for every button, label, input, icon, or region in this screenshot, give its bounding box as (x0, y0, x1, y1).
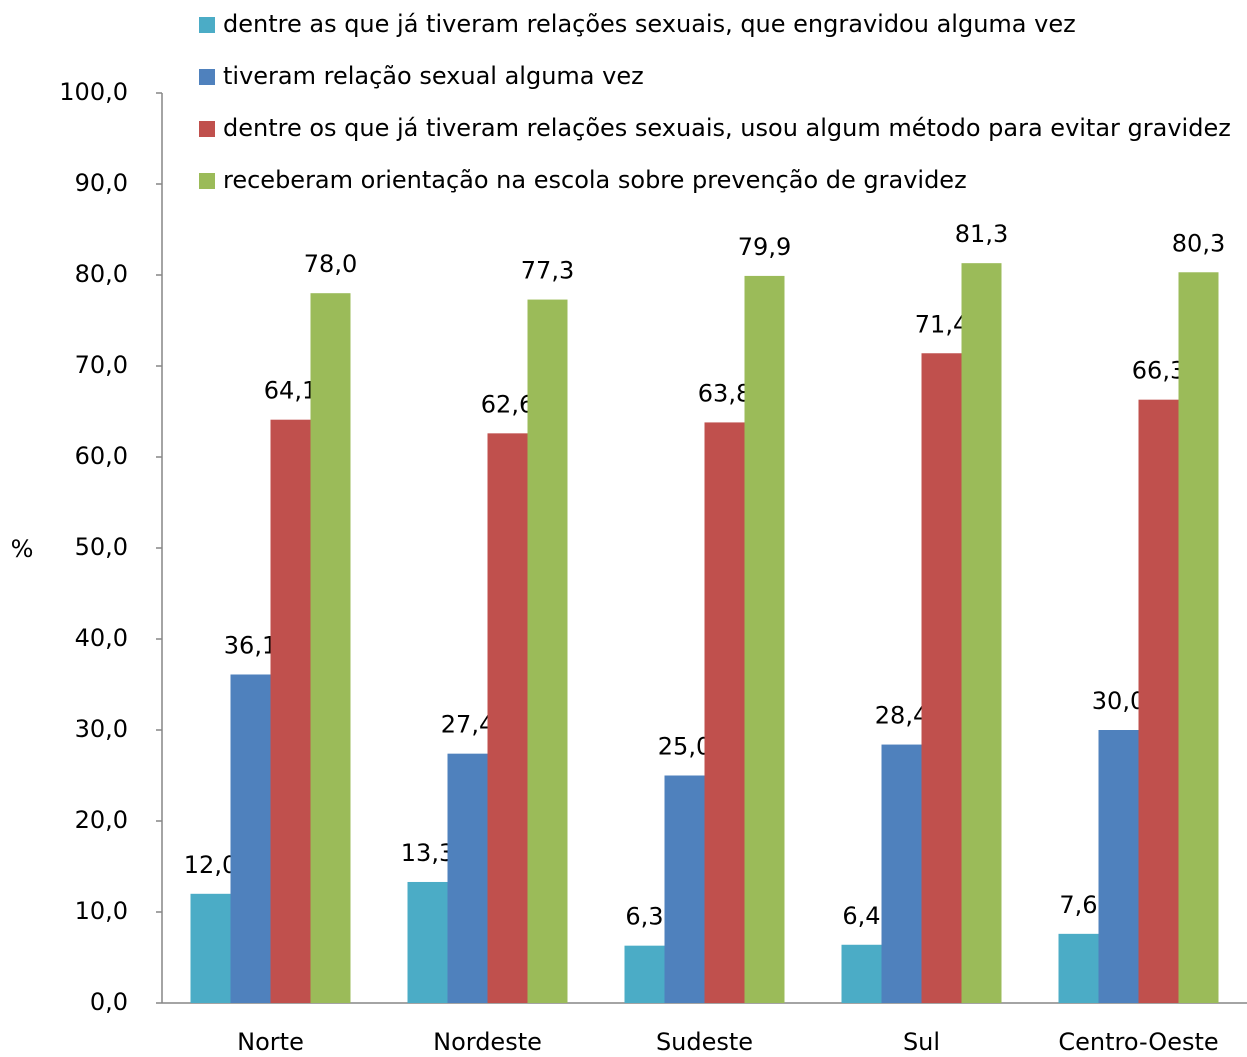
y-tick-label: 30,0 (75, 715, 128, 743)
y-tick-label: 50,0 (75, 533, 128, 561)
value-label: 12,0 (184, 851, 237, 879)
value-label: 36,1 (224, 631, 277, 659)
value-label: 66,3 (1132, 357, 1185, 385)
bar (270, 419, 311, 1003)
bar (624, 945, 665, 1003)
y-tick-label: 60,0 (75, 442, 128, 470)
y-tick-label: 40,0 (75, 624, 128, 652)
x-tick-label: Nordeste (433, 1028, 542, 1056)
legend-label: receberam orientação na escola sobre pre… (223, 166, 967, 194)
y-axis-label: % (11, 535, 34, 563)
value-label: 64,1 (264, 377, 317, 405)
legend-swatch (199, 17, 215, 33)
bar (1058, 933, 1099, 1003)
value-label: 27,4 (441, 711, 494, 739)
bar (881, 744, 922, 1003)
bar (230, 674, 271, 1003)
legend-swatch (199, 173, 215, 189)
value-label: 80,3 (1172, 229, 1225, 257)
legend-label: dentre as que já tiveram relações sexuai… (223, 10, 1076, 38)
value-label: 62,6 (481, 390, 534, 418)
y-tick-label: 10,0 (75, 897, 128, 925)
legend-swatch (199, 69, 215, 85)
bar (961, 263, 1002, 1003)
value-label: 6,4 (842, 902, 880, 930)
y-tick-label: 20,0 (75, 806, 128, 834)
bar (744, 275, 785, 1003)
value-label: 81,3 (955, 220, 1008, 248)
value-label: 77,3 (521, 257, 574, 285)
bar (1178, 272, 1219, 1003)
y-tick-label: 80,0 (75, 260, 128, 288)
legend-swatch (199, 121, 215, 137)
bar (190, 893, 231, 1003)
legend-label: tiveram relação sexual alguma vez (223, 62, 644, 90)
value-label: 28,4 (875, 702, 928, 730)
x-tick-label: Sudeste (656, 1028, 753, 1056)
x-tick-label: Centro-Oeste (1058, 1028, 1218, 1056)
bar (527, 299, 568, 1003)
x-tick-label: Norte (237, 1028, 304, 1056)
bar (487, 433, 528, 1004)
value-label: 6,3 (625, 903, 663, 931)
y-tick-label: 90,0 (75, 169, 128, 197)
value-label: 7,6 (1059, 891, 1097, 919)
value-label: 79,9 (738, 233, 791, 261)
bar (664, 775, 705, 1003)
bar (1138, 399, 1179, 1003)
bar (841, 944, 882, 1003)
bar (704, 422, 745, 1003)
y-tick-label: 70,0 (75, 351, 128, 379)
bar (1098, 730, 1139, 1003)
bar (921, 353, 962, 1003)
y-tick-label: 0,0 (90, 988, 128, 1016)
bar (447, 753, 488, 1003)
value-label: 71,4 (915, 310, 968, 338)
value-label: 25,0 (658, 733, 711, 761)
value-label: 13,3 (401, 839, 454, 867)
value-label: 30,0 (1092, 687, 1145, 715)
y-tick-label: 100,0 (59, 78, 128, 106)
x-tick-label: Sul (903, 1028, 940, 1056)
value-label: 78,0 (304, 250, 357, 278)
value-label: 63,8 (698, 379, 751, 407)
legend-label: dentre os que já tiveram relações sexuai… (223, 114, 1231, 142)
bar (310, 293, 351, 1003)
bar (407, 881, 448, 1003)
